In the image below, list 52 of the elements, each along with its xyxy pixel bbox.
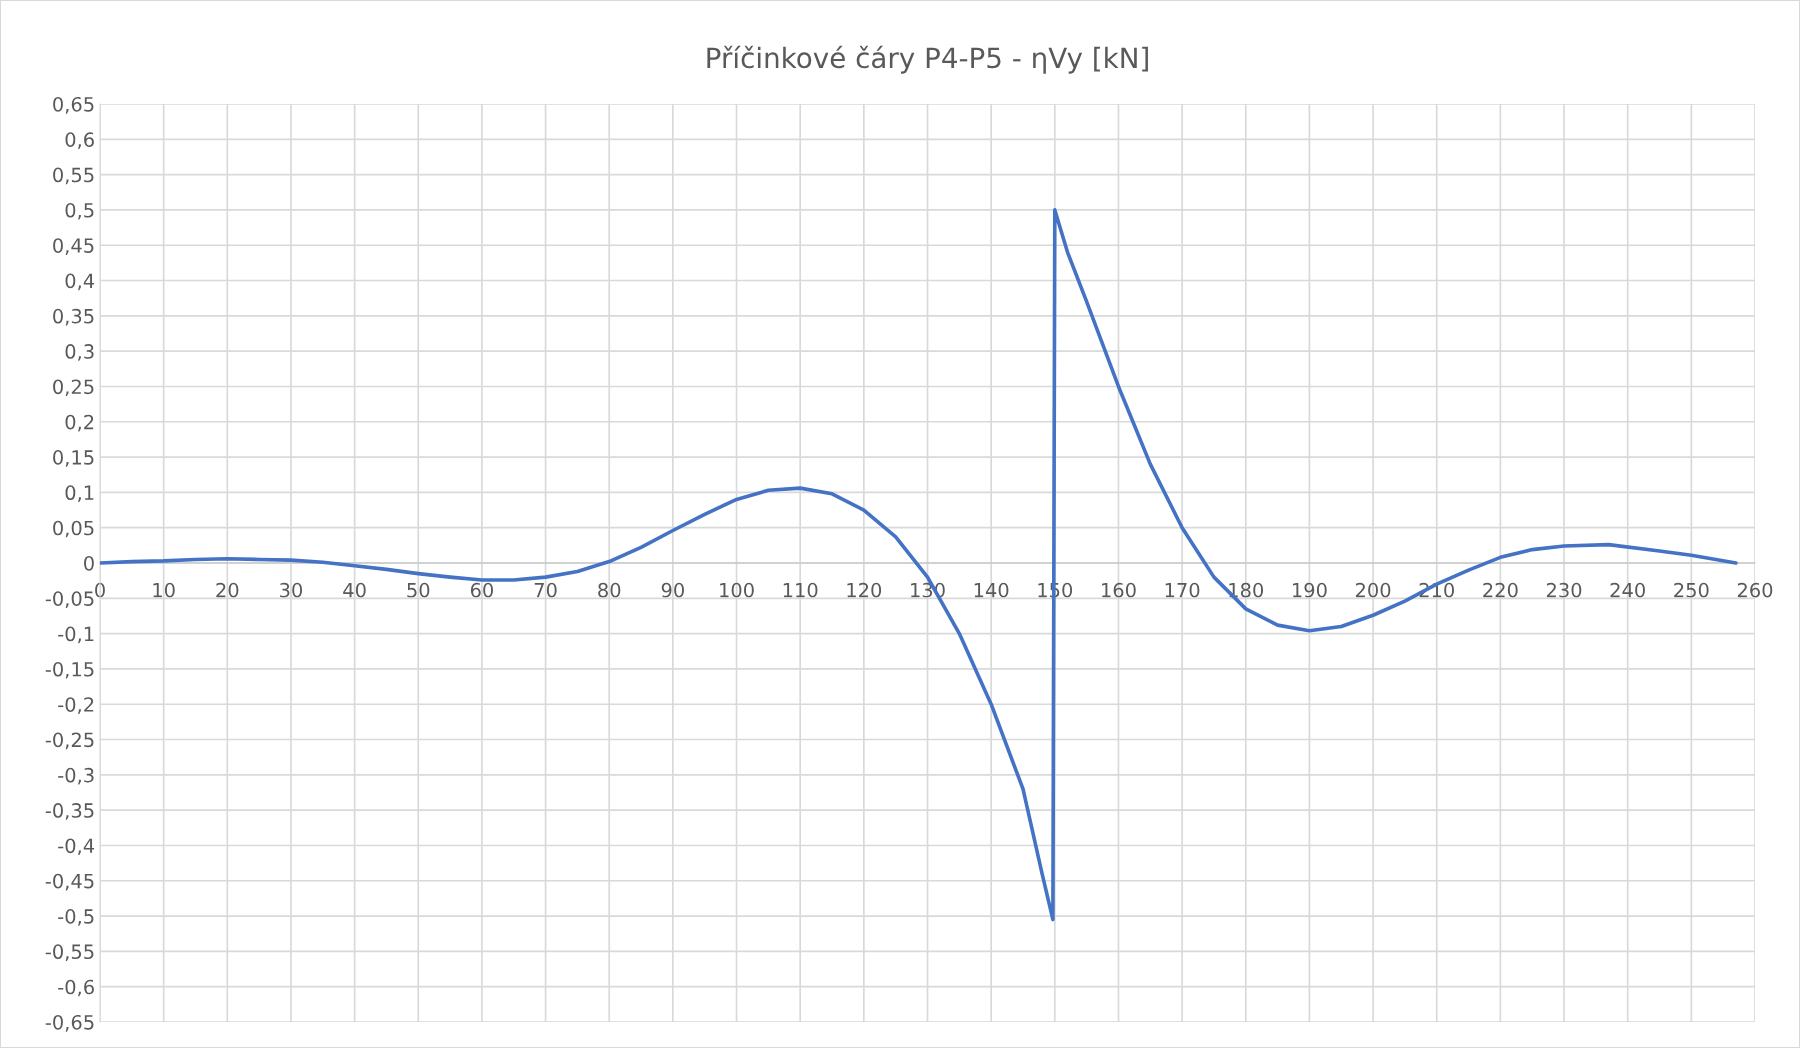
x-tick-label: 260 [1737,582,1773,598]
x-tick-label: 10 [153,582,175,598]
y-tick-label: 0,2 [65,414,94,432]
x-tick-label: 90 [661,582,684,598]
x-tick-label: 180 [1229,582,1264,598]
y-tick-label: 0,3 [65,344,94,361]
y-tick-label: 0,4 [65,273,95,291]
y-tick-label: -0,2 [58,697,94,714]
x-tick-label: 30 [280,582,303,598]
y-tick-label: -0,6 [58,979,94,997]
x-tick-label: 190 [1293,582,1327,598]
y-tick-label: -0,55 [45,944,94,962]
x-tick-label: 220 [1483,582,1518,598]
x-tick-label: 250 [1674,582,1709,598]
x-tick-label: 60 [470,582,493,598]
x-tick-label: 110 [783,582,818,598]
chart-title: Příčinkové čáry P4-P5 - ηVy [kN] [707,45,1148,74]
y-tick-label: -0,3 [58,767,94,785]
y-tick-label: -0,1 [58,626,94,644]
y-tick-label: 0,05 [53,520,94,538]
y-tick-label: -0,35 [45,803,94,820]
y-tick-label: 0,65 [53,96,94,114]
y-tick-label: 0,55 [53,167,94,185]
y-tick-label: 0,6 [65,132,94,149]
x-tick-label: 120 [847,582,882,598]
y-tick-label: -0,4 [58,838,95,856]
x-tick-label: 240 [1610,582,1645,598]
x-tick-label: 50 [407,582,430,598]
y-tick-label: 0,35 [53,308,94,326]
y-tick-label: 0,25 [53,379,94,397]
y-tick-label: -0,45 [45,873,94,891]
x-tick-label: 230 [1546,582,1582,598]
x-tick-label: 40 [343,582,366,598]
y-tick-label: -0,5 [58,909,94,926]
y-tick-label: -0,65 [45,1014,94,1032]
y-tick-label: 0,15 [53,450,94,467]
x-tick-label: 100 [720,582,754,598]
x-tick-label: 200 [1355,582,1391,598]
x-tick-label: 0 [95,582,105,598]
x-tick-label: 160 [1102,582,1136,598]
x-tick-label: 20 [216,582,239,598]
y-tick-label: 0,5 [65,202,94,220]
y-tick-label: 0,1 [65,485,94,503]
y-tick-label: 0,45 [53,238,94,255]
y-tick-label: 0 [84,555,94,571]
y-tick-label: -0,05 [45,591,94,608]
x-tick-label: 80 [598,582,621,598]
x-tick-label: 70 [534,582,557,598]
y-tick-label: -0,25 [45,732,94,750]
x-tick-label: 170 [1165,582,1200,598]
x-tick-label: 140 [974,582,1009,598]
y-tick-label: -0,15 [45,661,94,679]
